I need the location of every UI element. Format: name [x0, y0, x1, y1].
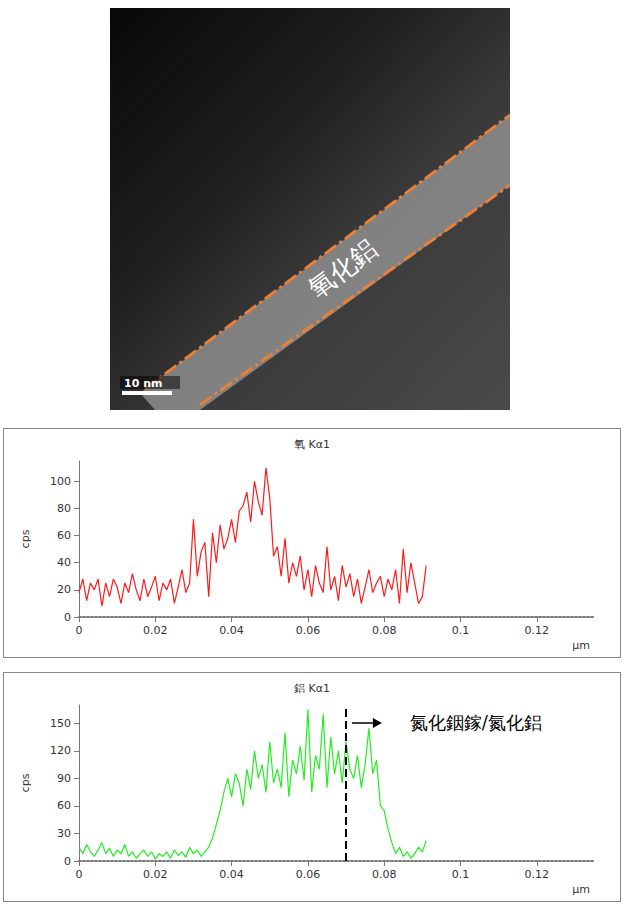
- svg-text:0.08: 0.08: [372, 868, 397, 881]
- svg-text:40: 40: [57, 556, 71, 569]
- svg-text:0.08: 0.08: [372, 624, 397, 637]
- svg-text:氧化鋁: 氧化鋁: [302, 233, 382, 304]
- svg-text:0.06: 0.06: [296, 868, 321, 881]
- svg-text:μm: μm: [572, 639, 590, 652]
- svg-text:20: 20: [57, 583, 71, 596]
- svg-text:0.02: 0.02: [143, 624, 168, 637]
- svg-text:0.12: 0.12: [525, 624, 550, 637]
- svg-text:0.1: 0.1: [452, 868, 470, 881]
- svg-text:0.04: 0.04: [219, 868, 244, 881]
- svg-text:0: 0: [64, 611, 71, 624]
- svg-text:100: 100: [50, 475, 71, 488]
- svg-text:氮化銦鎵/氮化鋁: 氮化銦鎵/氮化鋁: [410, 712, 542, 733]
- svg-text:60: 60: [57, 529, 71, 542]
- svg-text:80: 80: [57, 502, 71, 515]
- svg-text:150: 150: [50, 717, 71, 730]
- svg-text:0.04: 0.04: [219, 624, 244, 637]
- svg-text:0.06: 0.06: [296, 624, 321, 637]
- svg-text:μm: μm: [572, 883, 590, 896]
- svg-text:90: 90: [57, 772, 71, 785]
- svg-text:0: 0: [64, 855, 71, 868]
- svg-text:10 nm: 10 nm: [124, 377, 162, 390]
- svg-text:0: 0: [76, 868, 83, 881]
- svg-text:cps: cps: [19, 773, 32, 792]
- svg-text:60: 60: [57, 799, 71, 812]
- svg-text:cps: cps: [19, 529, 32, 548]
- svg-text:120: 120: [50, 744, 71, 757]
- svg-text:30: 30: [57, 827, 71, 840]
- svg-text:0.12: 0.12: [525, 868, 550, 881]
- svg-text:氧 Kα1: 氧 Kα1: [294, 438, 330, 451]
- svg-text:0: 0: [76, 624, 83, 637]
- svg-text:0.1: 0.1: [452, 624, 470, 637]
- svg-text:鋁 Kα1: 鋁 Kα1: [294, 682, 330, 695]
- svg-text:0.02: 0.02: [143, 868, 168, 881]
